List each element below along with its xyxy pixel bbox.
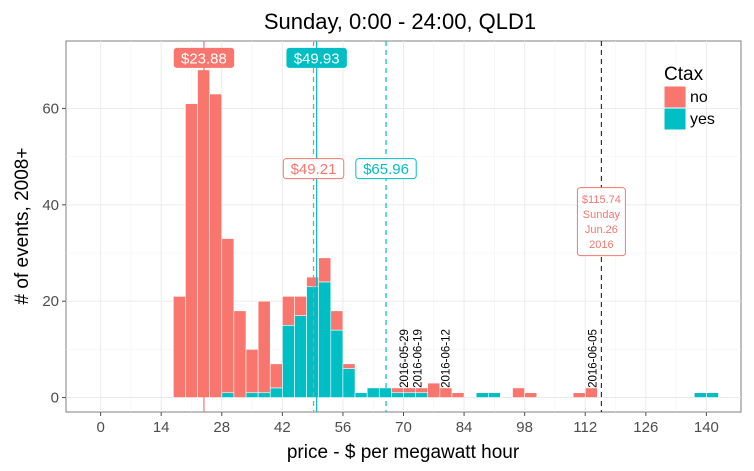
bar-no [524,392,538,398]
x-tick-label: 42 [274,419,291,436]
annotation-box [282,158,345,180]
annotation-label: Jun.26 [585,224,618,236]
annotation-label: Sunday [583,209,621,221]
bar-yes [354,392,368,398]
x-axis-title: price - $ per megawatt hour [287,442,520,463]
y-axis-title: # of events, 2008+ [12,148,33,305]
bar-no [209,93,223,398]
bar-no [233,310,247,398]
bar-no [342,363,356,369]
bar-no [512,387,525,398]
y-tick-label: 20 [42,293,59,310]
bar-yes [221,392,235,398]
bar-no [427,382,441,398]
annotation-label: $49.93 [294,50,340,67]
x-tick-label: 56 [335,419,352,436]
bar-no [269,363,283,389]
legend-swatch-yes [663,107,687,131]
annotation-box [173,47,235,68]
bar-yes [282,324,295,398]
date-label: 2016-06-19 [413,329,425,388]
annotation-box [286,47,347,68]
bar-no [221,238,235,394]
date-label: 2016-06-12 [440,329,452,388]
annotation-label: $115.74 [582,194,621,206]
bar-yes [294,315,307,398]
bar-no [572,392,586,398]
bar-yes [257,392,271,398]
x-tick-label: 0 [96,419,104,436]
x-tick-label: 84 [456,419,473,436]
legend-label-yes: yes [690,111,715,128]
bar-no [185,103,198,398]
chart-title: Sunday, 0:00 - 24:00, QLD1 [264,9,536,34]
x-tick-label: 126 [633,419,658,436]
annotation-label: 2016 [589,239,613,251]
legend-swatch-no [663,85,687,109]
bar-no [173,296,186,398]
bar-yes [403,392,416,398]
bar-no [584,387,598,398]
bar-no [330,310,344,331]
bar-yes [245,392,259,398]
date-label: 2016-06-05 [587,329,599,388]
bar-yes [269,387,283,398]
x-tick-label: 70 [395,419,412,436]
bar-yes [475,392,489,398]
reference-lines [203,41,603,412]
bar-yes [706,392,719,398]
annotation-label: $23.88 [181,50,227,67]
annotation-label: $65.96 [363,161,409,178]
annotation-box [355,158,417,180]
bar-no [282,296,295,326]
annotation-labels: $23.88 $49.93 $49.21 $65.96 $115.74 Sunday Jun… [173,47,626,388]
bar-no [318,257,332,283]
x-tick-label: 14 [153,419,170,436]
x-tick-label: 140 [694,419,719,436]
y-tick-label: 0 [51,390,59,407]
x-axis-ticks: 0 14 28 42 56 70 84 98 112 126 140 [96,412,719,436]
bar-yes [342,368,356,398]
x-tick-label: 98 [516,419,533,436]
bar-no [257,300,271,394]
legend: Ctax no yes [663,64,715,131]
bar-yes [693,392,707,398]
y-tick-label: 40 [42,197,59,214]
legend-title: Ctax [664,64,704,85]
bar-no [245,349,259,394]
date-label: 2016-05-29 [399,329,411,388]
bar-no [439,387,453,398]
bar-yes [488,392,501,398]
y-axis-ticks: 0 20 40 60 [42,100,66,407]
bar-yes [318,281,332,398]
annotation-label: $49.21 [291,161,337,178]
bar-no [451,392,465,398]
bar-yes [330,329,344,398]
annotation-box [576,187,626,257]
x-tick-label: 28 [213,419,230,436]
y-tick-label: 60 [42,100,59,117]
bar-no [294,296,307,316]
bar-yes [391,392,404,398]
bar-yes [415,392,429,398]
x-tick-label: 112 [573,419,597,436]
bar-yes [366,387,380,398]
bar-yes [378,387,392,398]
legend-label-no: no [690,89,708,106]
